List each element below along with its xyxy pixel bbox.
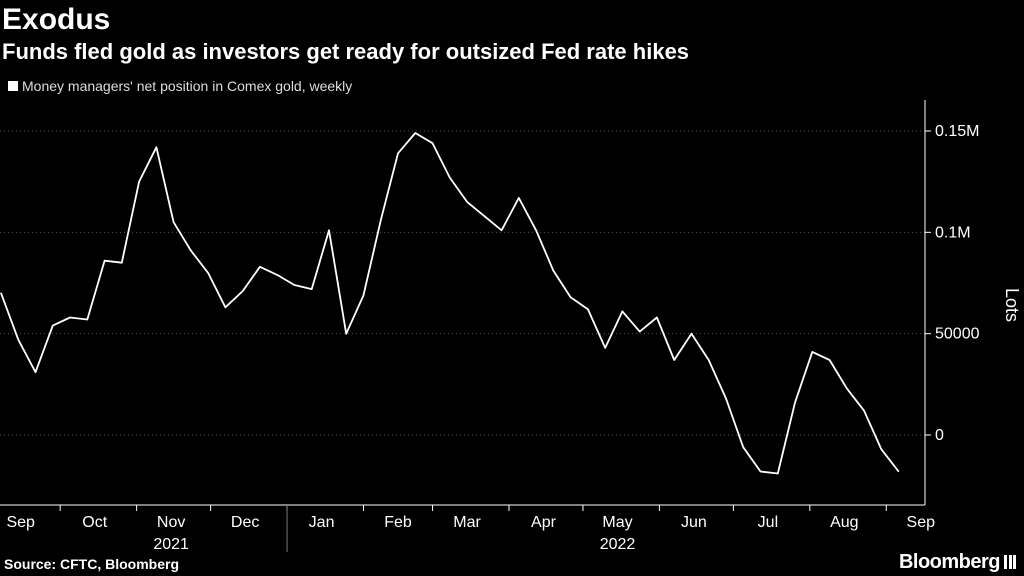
data-point bbox=[846, 387, 848, 389]
chart-subtitle: Funds fled gold as investors get ready f… bbox=[2, 39, 690, 64]
data-point bbox=[328, 229, 330, 231]
data-point bbox=[708, 359, 710, 361]
data-point bbox=[604, 347, 606, 349]
data-point bbox=[86, 318, 88, 321]
year-label: 2022 bbox=[600, 536, 636, 553]
data-point bbox=[742, 446, 744, 448]
legend-swatch bbox=[8, 81, 18, 91]
data-point bbox=[587, 308, 589, 310]
data-point bbox=[431, 142, 434, 144]
data-point bbox=[380, 219, 382, 221]
x-tick-label: Jan bbox=[309, 514, 335, 531]
data-point bbox=[656, 316, 658, 319]
data-point bbox=[242, 290, 244, 292]
data-point bbox=[829, 359, 831, 361]
data-point bbox=[276, 274, 278, 276]
data-point bbox=[311, 288, 313, 290]
legend-label: Money managers' net position in Comex go… bbox=[22, 78, 353, 94]
data-point bbox=[725, 397, 727, 400]
y-tick-label: 50000 bbox=[935, 326, 980, 343]
data-point bbox=[863, 410, 865, 412]
x-tick-label: Mar bbox=[453, 514, 481, 531]
data-point bbox=[155, 146, 157, 148]
x-tick-label: Sep bbox=[907, 514, 936, 531]
data-point bbox=[207, 272, 209, 274]
data-point bbox=[570, 296, 572, 298]
data-point bbox=[224, 306, 226, 308]
data-point bbox=[259, 266, 261, 268]
data-point bbox=[621, 310, 624, 312]
data-point bbox=[0, 292, 2, 294]
data-point bbox=[138, 181, 140, 183]
grid-lines bbox=[0, 130, 925, 436]
x-tick-label: Jun bbox=[681, 514, 707, 531]
data-point bbox=[811, 351, 813, 353]
data-point bbox=[449, 177, 451, 179]
data-point bbox=[52, 325, 54, 327]
data-point bbox=[362, 294, 365, 296]
y-tick-label: 0.15M bbox=[935, 123, 979, 140]
source-note: Source: CFTC, Bloomberg bbox=[4, 556, 180, 572]
brand-mark-icon bbox=[1004, 555, 1016, 569]
data-point bbox=[898, 470, 900, 473]
data-point bbox=[777, 472, 779, 475]
data-point bbox=[552, 270, 555, 272]
data-point bbox=[639, 331, 641, 333]
chart-title: Exodus bbox=[2, 3, 111, 36]
x-tick-label: Oct bbox=[82, 514, 107, 531]
data-point bbox=[17, 339, 19, 341]
data-point bbox=[501, 229, 503, 231]
legend: Money managers' net position in Comex go… bbox=[8, 77, 352, 95]
data-point bbox=[293, 284, 295, 286]
data-point bbox=[173, 221, 175, 223]
x-tick-label: Nov bbox=[157, 514, 185, 531]
axes: 0 50000 0.1M 0.15M Lots Sep Oct Nov Dec Jan Feb Mar… bbox=[0, 100, 1022, 553]
data-point bbox=[759, 470, 762, 473]
x-tick-label: Feb bbox=[384, 514, 412, 531]
data-point bbox=[34, 371, 37, 373]
brand-logo: Bloomberg bbox=[899, 550, 1016, 574]
data-point bbox=[690, 333, 693, 335]
x-tick-label: Sep bbox=[6, 514, 35, 531]
y-tick-label: 0.1M bbox=[935, 224, 971, 241]
data-point bbox=[104, 260, 106, 262]
data-point bbox=[397, 152, 399, 154]
x-tick-label: May bbox=[602, 514, 632, 531]
data-point bbox=[414, 132, 416, 134]
data-point bbox=[880, 448, 882, 450]
data-point bbox=[190, 250, 192, 252]
data-point bbox=[466, 201, 468, 203]
y-axis-label: Lots bbox=[1002, 288, 1022, 322]
x-tick-label: Apr bbox=[531, 514, 557, 531]
y-tick-label: 0 bbox=[935, 427, 944, 444]
data-point bbox=[69, 316, 71, 319]
year-label: 2021 bbox=[153, 536, 189, 553]
series-line bbox=[0, 132, 900, 475]
data-point bbox=[673, 359, 675, 361]
data-point bbox=[483, 215, 485, 217]
x-tick-label: Dec bbox=[231, 514, 259, 531]
data-point bbox=[345, 333, 347, 335]
series bbox=[0, 132, 900, 475]
data-point bbox=[121, 262, 123, 264]
x-tick-label: Jul bbox=[758, 514, 778, 531]
data-point bbox=[518, 197, 520, 199]
brand-name: Bloomberg bbox=[898, 551, 1001, 573]
data-point bbox=[794, 402, 796, 404]
data-point bbox=[535, 229, 537, 231]
x-tick-label: Aug bbox=[830, 514, 858, 531]
